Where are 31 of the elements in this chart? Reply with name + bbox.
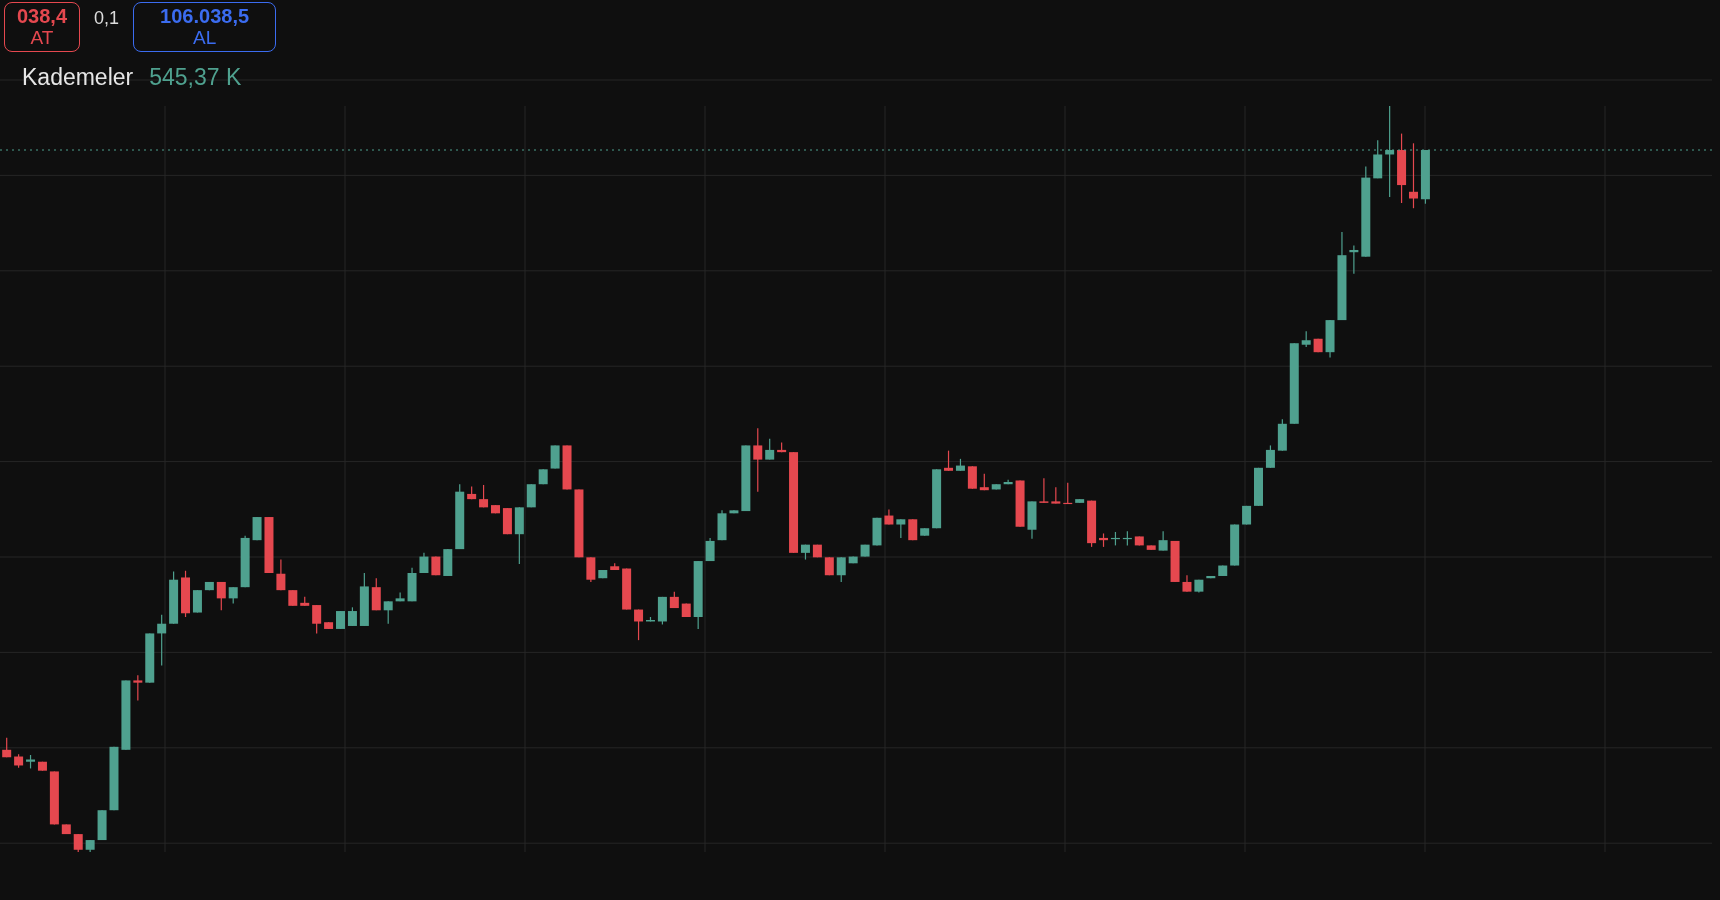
candlestick — [1039, 477, 1049, 504]
text: Kademeler — [22, 64, 134, 90]
candlestick — [896, 518, 906, 539]
text: 106.038,5 — [160, 5, 250, 27]
candlestick — [157, 614, 167, 667]
text: 038,4 — [17, 5, 68, 27]
candlestick — [395, 591, 405, 602]
candlestick — [944, 450, 954, 472]
candlestick — [753, 427, 763, 493]
candlestick — [1408, 142, 1418, 209]
candlestick — [383, 600, 393, 625]
candlestick — [550, 444, 560, 470]
candlestick — [371, 577, 381, 611]
candlestick — [634, 608, 644, 641]
text: AL — [191, 27, 218, 49]
text: AT — [29, 27, 55, 49]
candlestick — [967, 465, 977, 490]
candlestick — [216, 581, 226, 611]
candlestick — [276, 558, 286, 591]
candlestick — [192, 589, 202, 614]
text: 545,37 K — [149, 64, 242, 90]
candlestick — [133, 674, 143, 702]
text: 0,1 — [94, 8, 120, 29]
candlestick — [347, 606, 357, 627]
candlestick — [765, 438, 775, 461]
candlestick — [1158, 530, 1168, 552]
candlestick — [312, 604, 322, 635]
candlestick — [1349, 244, 1359, 275]
candlestick — [586, 556, 596, 583]
candlestick — [1265, 444, 1275, 469]
candlestick — [836, 556, 846, 583]
